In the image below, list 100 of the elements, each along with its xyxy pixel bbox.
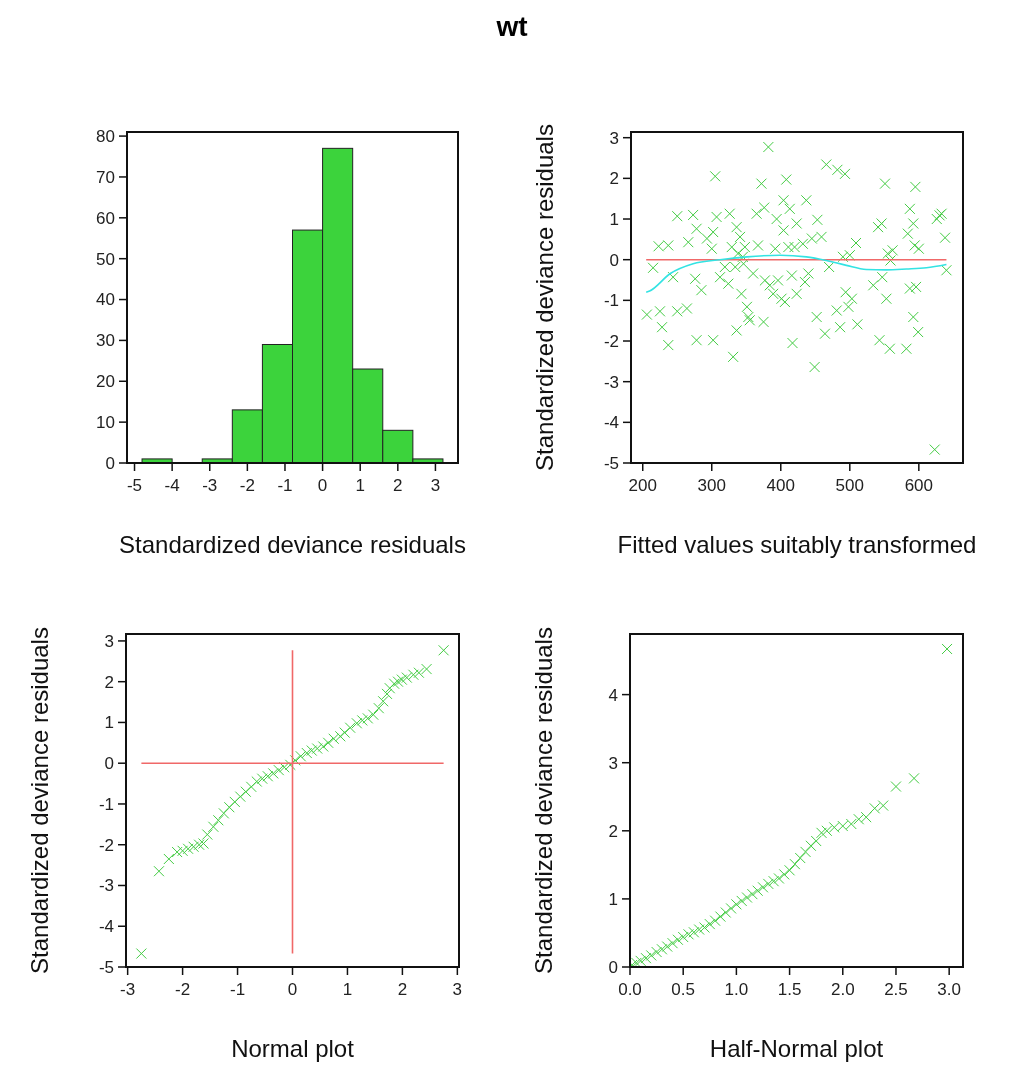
point [877,800,889,812]
y-axis-title: Standardized deviance residuals [531,124,558,471]
point [890,781,902,793]
x-tick-label: -1 [229,980,246,999]
point [821,825,833,837]
point [704,918,716,930]
point [351,717,363,729]
y-tick-label: 3 [608,753,618,773]
point [311,743,323,755]
point [289,754,301,766]
x-tick-label: 1 [342,980,353,999]
text: wt [495,11,528,42]
point [816,827,827,839]
y-tick-label: 0 [104,754,114,774]
point [805,840,817,852]
point [396,674,408,686]
y-tick-label: 1 [609,209,619,229]
y-tick-label: 0 [105,453,115,473]
point [413,667,425,679]
point [746,888,758,900]
y-tick-label: -3 [98,876,114,896]
x-tick-label: 400 [766,476,795,495]
point [240,786,252,798]
y-axis-title: Standardized deviance residuals [530,627,557,974]
point [908,772,920,784]
point [784,864,796,876]
point [438,644,450,656]
x-tick-label: 3.0 [937,980,961,999]
y-tick-label: 2 [104,672,114,692]
point [377,695,389,707]
x-tick-label: -5 [126,476,143,495]
point [800,846,812,858]
y-tick-label: -5 [603,453,619,473]
x-tick-label: 300 [697,476,726,495]
point [356,714,368,726]
point [693,924,705,936]
y-tick-label: 1 [104,713,114,733]
y-tick-label: 10 [96,413,115,433]
point [421,663,433,675]
x-tick-label: 1.0 [724,980,749,999]
x-tick-label: -1 [277,476,293,495]
y-tick-label: -1 [603,291,619,311]
point [171,846,183,858]
point [229,796,241,808]
x-axis-title: Fitted values suitably transformed [617,531,977,558]
line-series [645,254,948,294]
point [212,814,224,826]
y-tick-label: -3 [603,372,619,392]
y-tick-label: -2 [98,835,114,855]
point [197,838,209,849]
point [201,829,213,841]
point [709,915,721,927]
x-tick-label: -4 [164,476,180,495]
point [773,872,785,884]
point [677,931,689,943]
point [262,770,274,782]
point [810,835,822,847]
point [373,702,385,714]
y-axis-title: Standardized deviance residuals [26,627,53,974]
x-axis-title: Normal plot [231,1035,355,1062]
x-tick-label: 1.5 [777,980,802,999]
point [301,747,313,759]
point [635,955,647,967]
point [778,868,790,880]
point [752,885,764,897]
point [344,722,356,734]
x-tick-label: 1 [355,476,365,495]
x-tick-label: 2 [397,980,408,999]
x-tick-label: 0.5 [671,980,696,999]
y-tick-label: 2 [608,821,618,841]
point [251,776,263,788]
point [284,759,296,771]
point [640,952,652,964]
point [322,737,334,749]
point [741,892,753,904]
x-tick-label: 3 [430,476,441,495]
point [223,801,235,813]
point [317,740,329,752]
point [367,709,379,721]
y-tick-label: 70 [96,167,115,187]
point [688,926,700,938]
point [730,898,742,910]
y-tick-label: 1 [608,889,618,909]
point [234,791,246,803]
point [698,922,710,933]
y-tick-label: 2 [609,169,619,189]
y-tick-label: -1 [98,794,114,814]
point [135,948,147,960]
point [256,773,268,785]
point [267,767,279,779]
x-tick-label: 500 [835,476,864,495]
x-tick-label: 0 [287,980,298,999]
point [334,730,346,742]
point [278,761,290,773]
point [853,813,865,825]
point [218,807,230,819]
y-tick-label: -4 [603,413,619,433]
y-tick-label: 60 [96,208,115,228]
point [656,943,668,955]
point [757,881,769,893]
